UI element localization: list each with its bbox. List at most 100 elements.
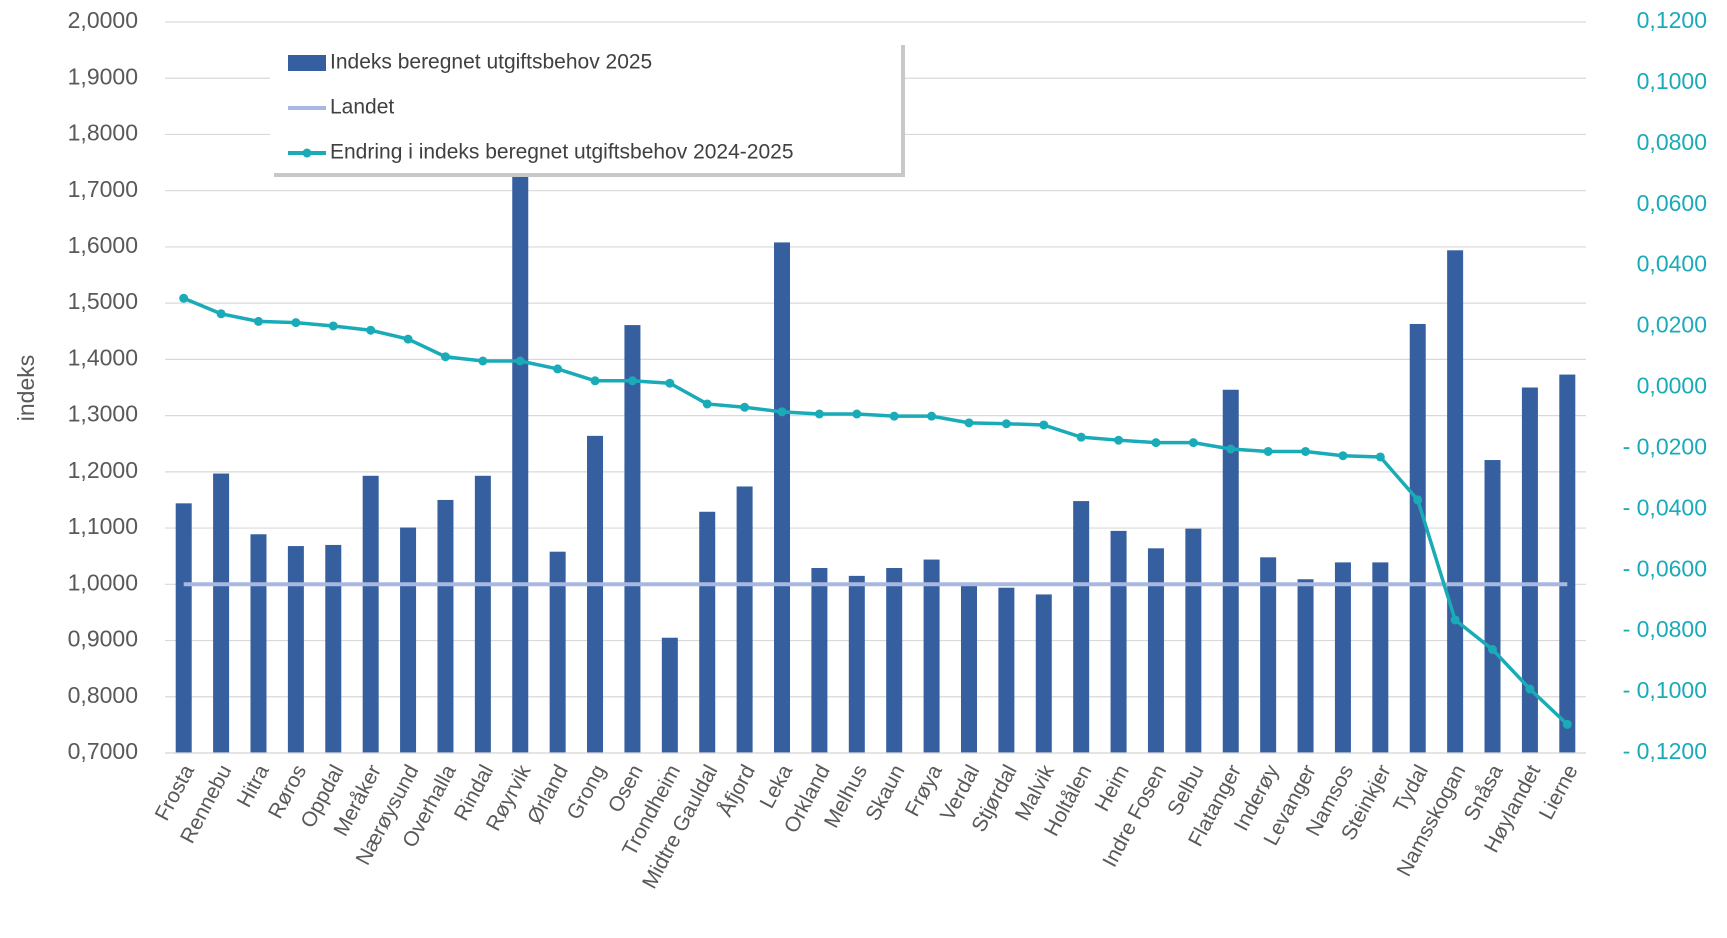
bar <box>1147 548 1164 753</box>
bar <box>699 511 716 753</box>
legend-swatch <box>288 55 326 71</box>
point <box>1188 438 1198 448</box>
bar <box>1484 460 1501 753</box>
bar <box>848 575 865 753</box>
bar <box>923 559 940 753</box>
y-tick-label: 1,5000 <box>68 288 138 314</box>
legend-label: Landet <box>330 96 394 119</box>
point <box>1488 644 1498 654</box>
bar <box>400 527 417 753</box>
y2-tick-label: 0,0400 <box>1637 251 1707 277</box>
y2-tick-label: 0,0200 <box>1637 312 1707 338</box>
bar <box>1035 594 1052 753</box>
point <box>1338 451 1348 461</box>
y2-tick-label: 0,0800 <box>1637 129 1707 155</box>
bar <box>736 486 753 753</box>
bar <box>774 242 791 753</box>
y2-tick-label: 0,0000 <box>1637 373 1707 399</box>
y2-tick-label: 0,1000 <box>1637 68 1707 94</box>
point <box>216 309 226 319</box>
bar <box>213 473 230 753</box>
point <box>1413 495 1423 505</box>
legend-box <box>270 41 901 173</box>
point <box>366 325 376 335</box>
point <box>702 399 712 409</box>
point <box>1525 684 1535 694</box>
point <box>852 409 862 419</box>
bar <box>250 534 267 753</box>
point <box>1263 446 1273 456</box>
point <box>1114 435 1124 445</box>
y-tick-label: 1,2000 <box>68 457 138 483</box>
point <box>1151 438 1161 448</box>
y-tick-label: 1,6000 <box>68 232 138 258</box>
legend-label: Endring i indeks beregnet utgiftsbehov 2… <box>330 141 794 164</box>
y2-tick-label: - 0,1200 <box>1623 738 1707 764</box>
line <box>183 296 1569 726</box>
point <box>1301 446 1311 456</box>
bar <box>1297 579 1314 753</box>
y-tick-label: 1,0000 <box>68 569 138 595</box>
point <box>1375 452 1385 462</box>
point <box>1450 615 1460 625</box>
y-tick-label: 1,9000 <box>68 63 138 89</box>
bar <box>512 50 529 753</box>
point <box>253 316 263 326</box>
y-tick-label: 1,8000 <box>68 120 138 146</box>
y2-tick-label: - 0,1000 <box>1623 677 1707 703</box>
point <box>1076 432 1086 442</box>
bar <box>661 637 678 753</box>
point <box>1001 419 1011 429</box>
bar <box>587 435 604 753</box>
bar <box>1521 387 1538 753</box>
y2-tick-label: - 0,0200 <box>1623 433 1707 459</box>
point <box>740 402 750 412</box>
bar <box>1222 389 1239 753</box>
x-tick-label: Åfjord <box>714 761 760 820</box>
bar <box>1559 374 1576 753</box>
point <box>777 407 787 417</box>
point <box>1039 420 1049 430</box>
point <box>328 321 338 331</box>
bar <box>1334 562 1351 753</box>
y-tick-label: 1,4000 <box>68 344 138 370</box>
point <box>440 352 450 362</box>
y2-tick-label: 0,1200 <box>1637 7 1707 33</box>
bar <box>474 475 491 753</box>
point <box>1226 444 1236 454</box>
point <box>179 293 189 303</box>
y-tick-label: 0,9000 <box>68 626 138 652</box>
y-tick-label: 0,8000 <box>68 682 138 708</box>
bar <box>287 546 304 753</box>
point <box>927 411 937 421</box>
point <box>1562 719 1572 729</box>
y-tick-label: 1,1000 <box>68 513 138 539</box>
bar <box>362 475 379 753</box>
bar <box>998 587 1015 753</box>
bar <box>1073 501 1090 753</box>
y2-tick-label: - 0,0400 <box>1623 494 1707 520</box>
legend-label: Indeks beregnet utgiftsbehov 2025 <box>330 51 652 74</box>
y-tick-label: 0,7000 <box>68 738 138 764</box>
point <box>814 409 824 419</box>
point <box>627 376 637 386</box>
bar <box>811 568 828 753</box>
y-tick-label: 2,0000 <box>68 7 138 33</box>
bar <box>1260 557 1277 753</box>
bar <box>960 585 977 753</box>
bar <box>886 568 903 753</box>
y-axis-title: indeks <box>13 355 39 421</box>
point <box>889 411 899 421</box>
point <box>403 334 413 344</box>
bar <box>1447 250 1464 753</box>
bar <box>624 325 641 753</box>
bar <box>175 503 192 753</box>
y2-tick-label: - 0,0600 <box>1623 555 1707 581</box>
point <box>590 376 600 386</box>
y-tick-label: 1,3000 <box>68 401 138 427</box>
point <box>291 318 301 328</box>
y-tick-label: 1,7000 <box>68 176 138 202</box>
point <box>964 418 974 428</box>
bar <box>1372 562 1389 753</box>
